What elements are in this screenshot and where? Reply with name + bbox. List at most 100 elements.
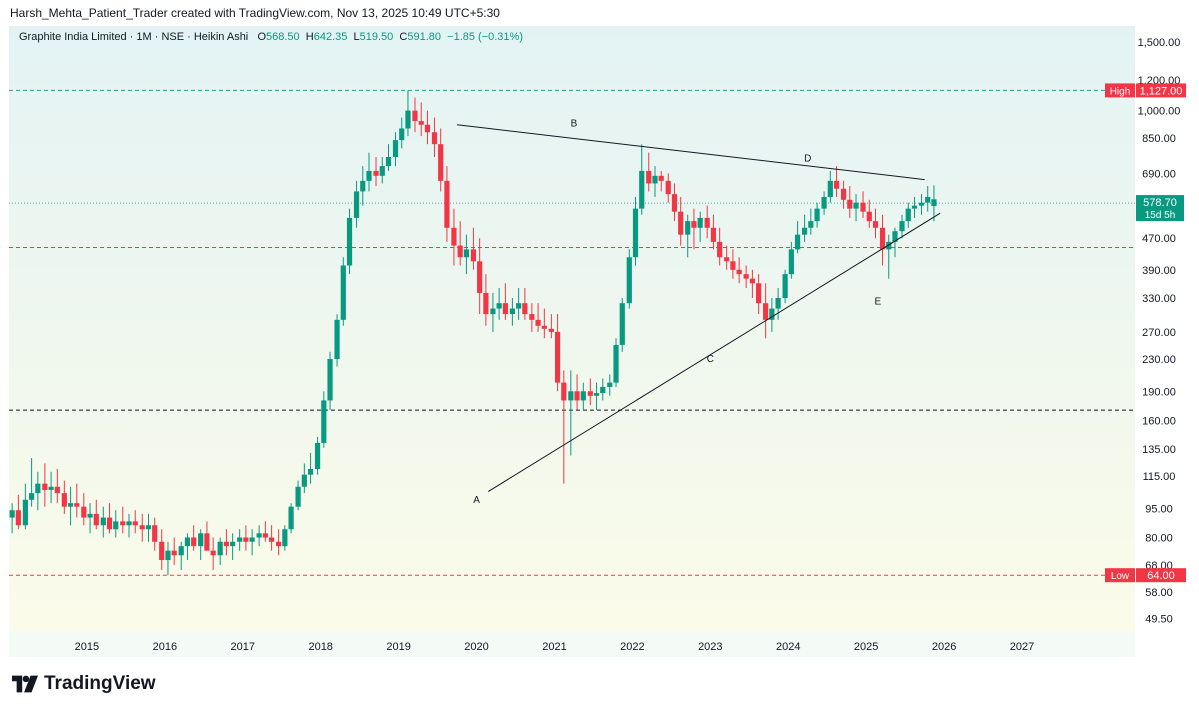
candle-body xyxy=(353,191,360,218)
candle-body xyxy=(184,537,191,547)
candle-body xyxy=(451,227,457,246)
candle-body xyxy=(691,221,697,228)
trendline xyxy=(487,212,941,492)
candle-body xyxy=(9,510,15,518)
price-tick-label: 160.00 xyxy=(1142,415,1176,427)
candle-body xyxy=(568,391,574,401)
candle-body xyxy=(918,202,925,206)
tradingview-logo-icon xyxy=(12,675,38,693)
candle-body xyxy=(327,359,333,401)
price-tick-label: 390.00 xyxy=(1142,265,1176,277)
candle-body xyxy=(911,205,918,209)
candle-body xyxy=(516,303,522,309)
candle-body xyxy=(925,196,931,203)
price-tick-label: 115.00 xyxy=(1143,471,1176,483)
candle-body xyxy=(775,297,781,309)
close-label: C xyxy=(399,31,408,43)
candle-body xyxy=(67,503,74,507)
high-label: High xyxy=(1110,86,1131,97)
candle-body xyxy=(730,261,736,270)
candle-body xyxy=(438,144,444,181)
candle-body xyxy=(743,274,749,279)
price-tick-label: 95.00 xyxy=(1145,503,1173,515)
candle-body xyxy=(93,513,99,526)
candle-body xyxy=(42,483,48,490)
close-value: 591.80 xyxy=(407,31,442,43)
candle-body xyxy=(899,221,905,232)
high-label: H xyxy=(305,31,314,43)
candle-body xyxy=(373,170,379,176)
candle-body xyxy=(717,241,723,258)
candle-body xyxy=(704,217,710,228)
candle-body xyxy=(81,506,87,518)
candle-body xyxy=(171,550,177,556)
candle-body xyxy=(463,249,470,258)
candle-body xyxy=(288,506,294,530)
candle-body xyxy=(905,208,911,222)
candle-body xyxy=(366,170,372,181)
candle-body xyxy=(587,391,593,396)
time-tick-label: 2018 xyxy=(308,641,332,653)
low-value: 64.00 xyxy=(1147,570,1175,582)
candle-body xyxy=(431,132,438,145)
price-tick-label: 230.00 xyxy=(1142,354,1176,366)
price-tick-label: 270.00 xyxy=(1142,327,1176,339)
candle-body xyxy=(847,199,853,209)
wave-label: D xyxy=(804,154,811,165)
candle-body xyxy=(788,249,794,275)
wave-label: E xyxy=(875,296,882,307)
price-tick-label: 49.50 xyxy=(1145,614,1173,626)
price-tick-label: 135.00 xyxy=(1142,444,1176,456)
candle-body xyxy=(496,303,502,309)
candle-body xyxy=(48,486,54,490)
price-tick-label: 690.00 xyxy=(1142,168,1176,180)
high-value: 1,127.00 xyxy=(1140,85,1183,97)
candle-body xyxy=(710,227,717,242)
candle-body xyxy=(671,194,678,212)
trendline xyxy=(457,124,925,181)
candle-body xyxy=(646,170,652,184)
candle-body xyxy=(399,128,405,141)
candle-body xyxy=(477,261,483,293)
candle-body xyxy=(879,227,886,250)
price-tick-label: 190.00 xyxy=(1142,386,1176,398)
high-value-badge xyxy=(1136,83,1186,98)
time-tick-label: 2023 xyxy=(698,641,722,653)
high-label-badge xyxy=(1105,83,1135,98)
candle-body xyxy=(749,278,755,284)
candle-body xyxy=(340,265,346,320)
candle-body xyxy=(782,274,788,298)
candle-body xyxy=(412,110,418,122)
tradingview-logo[interactable]: TradingView xyxy=(12,673,156,695)
candle-body xyxy=(145,525,152,530)
candle-body xyxy=(872,221,879,228)
candle-body xyxy=(678,211,684,235)
brand-name: TradingView xyxy=(44,673,156,694)
candle-body xyxy=(191,537,197,547)
candle-body xyxy=(282,529,288,547)
last-price-badge xyxy=(1136,195,1184,222)
price-tick-label: 330.00 xyxy=(1142,293,1176,305)
candle-body xyxy=(249,537,255,542)
candle-body xyxy=(632,208,639,258)
candle-body xyxy=(561,382,567,401)
candle-body xyxy=(821,196,827,209)
candle-body xyxy=(314,442,321,469)
time-tick-label: 2026 xyxy=(932,641,956,653)
wave-label: B xyxy=(571,119,578,130)
candle-body xyxy=(256,533,262,538)
candle-body xyxy=(457,245,463,258)
candle-countdown: 15d 5h xyxy=(1145,210,1176,221)
candle-body xyxy=(334,319,340,360)
candle-body xyxy=(886,241,892,250)
candle-body xyxy=(607,382,613,387)
candle-body xyxy=(619,303,625,345)
candle-body xyxy=(15,510,21,526)
candle-body xyxy=(483,292,489,315)
candle-body xyxy=(165,550,171,561)
candle-body xyxy=(892,231,898,242)
candle-body xyxy=(574,391,580,401)
candle-body xyxy=(509,308,515,315)
